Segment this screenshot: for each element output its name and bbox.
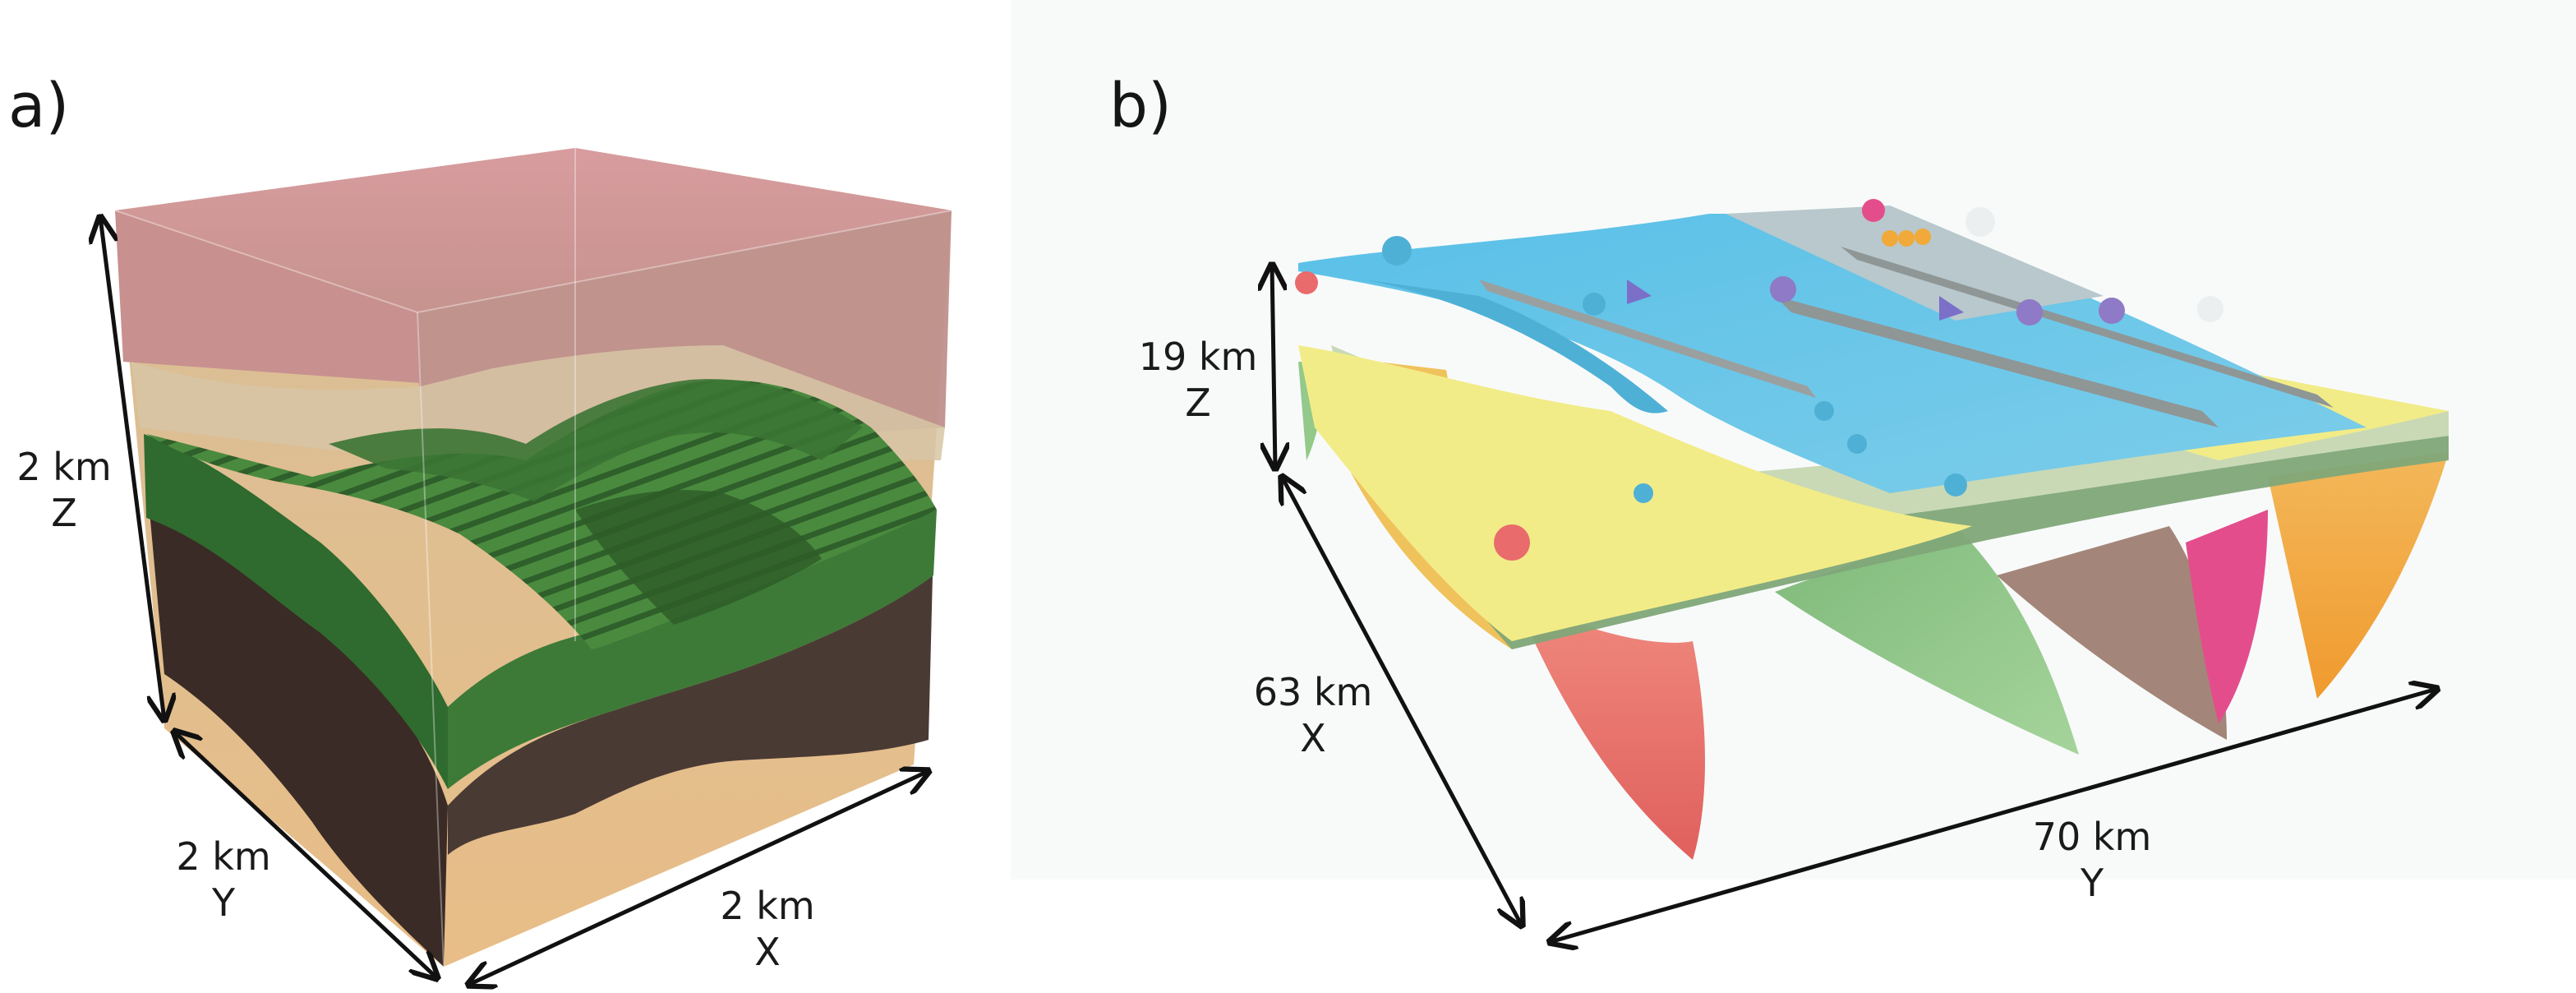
panel-a-z-axis: Z [51,491,77,535]
panel-b-y-value: 70 km [2032,815,2152,859]
fault-trace-3 [1479,279,1816,398]
panel-a-z-dimension: 2 km Z [16,444,111,536]
arrow-b-z [1272,265,1275,469]
panel-a-y-axis: Y [211,880,236,925]
fault-pink [2186,510,2268,723]
block-left-face-upper [115,210,421,383]
panel-b-x-axis: X [1300,716,1326,760]
panel-b-x-dimension: 63 km X [1254,669,1373,761]
geological-block-model [100,148,952,985]
panel-a-x-dimension: 2 km X [720,883,814,975]
green-terrain-valley [575,490,822,625]
panel-b-z-axis: Z [1185,381,1211,425]
panel-a-x-value: 2 km [720,884,815,928]
panel-b-y-dimension: 70 km Y [2033,814,2152,906]
block-top-face [115,148,952,312]
fault-orange [2268,452,2449,699]
blue-top-surface [1298,214,2366,493]
grey-surface-top [1726,206,2104,321]
panel-a-y-value: 2 km [176,834,271,879]
green-layer-right [448,510,937,789]
panel-b-label: b) [1109,71,1172,141]
green-terrain-ridge [329,379,863,501]
panel-a-y-dimension: 2 km Y [176,834,270,926]
blue-fold-left [1364,279,1668,413]
arrow-b-y [1550,689,2437,942]
panel-b-y-axis: Y [2080,861,2104,905]
fault-network-model [1272,199,2449,942]
panel-a-z-value: 2 km [16,445,112,489]
arrow-a-y [174,732,437,978]
panel-b-z-value: 19 km [1138,335,1258,379]
fault-trace-1 [1775,296,2219,427]
panel-b-x-value: 63 km [1253,670,1373,714]
green-layer-left [144,434,448,789]
panel-a-label: a) [8,71,70,141]
arrow-a-z [100,217,164,720]
panel-b-z-dimension: 19 km Z [1139,334,1258,426]
fault-trace-2 [1841,247,2334,408]
arrow-b-x [1282,477,1522,926]
panel-a-x-axis: X [754,930,781,974]
arrow-a-x [468,771,929,985]
